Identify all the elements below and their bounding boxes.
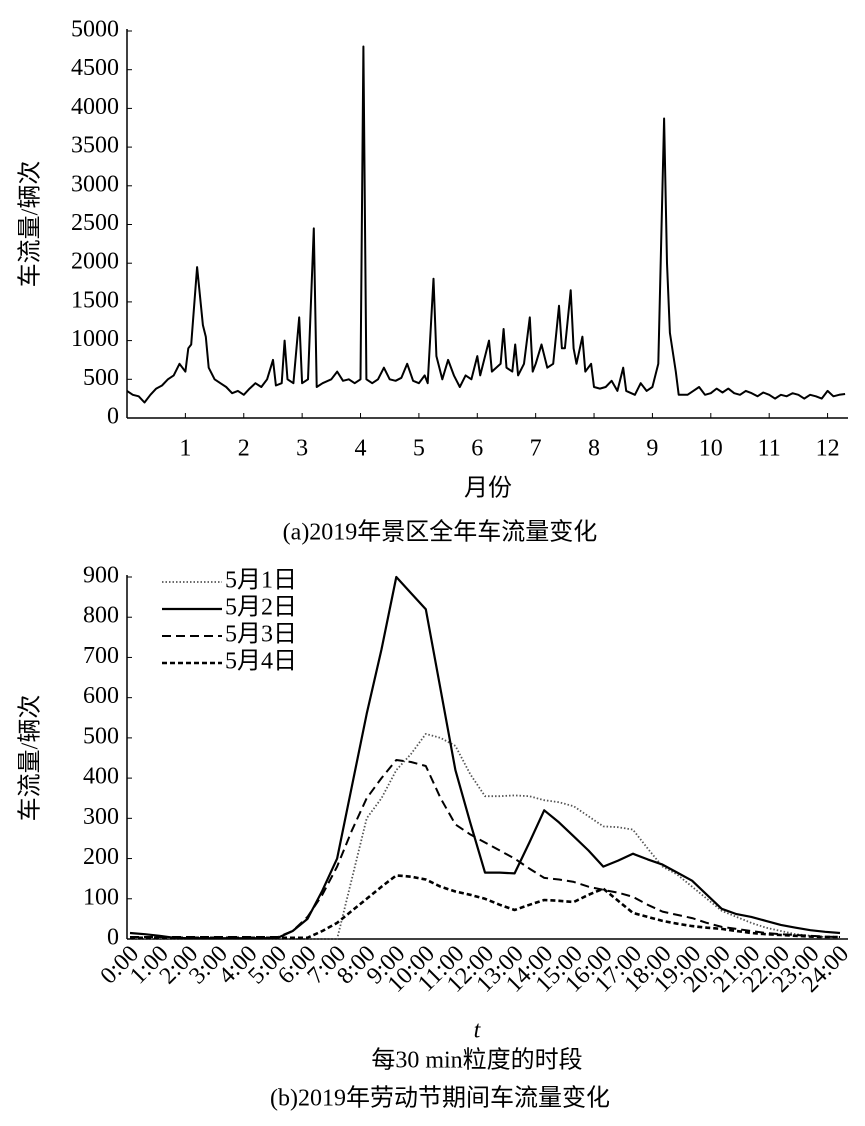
- line: [130, 874, 840, 940]
- y-tick-label: 800: [83, 603, 119, 629]
- legend-label: 5月4日: [225, 649, 297, 675]
- y-tick-label: 600: [83, 683, 119, 709]
- y-tick-label: 0: [107, 925, 119, 951]
- line: [126, 45, 846, 404]
- x-tick-label: 9: [646, 436, 658, 462]
- y-tick-label: 100: [83, 884, 119, 910]
- y-tick-label: 3500: [71, 133, 119, 159]
- legend-label: 5月2日: [225, 595, 297, 621]
- x-tick-label: 5: [413, 436, 425, 462]
- line: [130, 733, 840, 940]
- x-tick-label: 7: [530, 436, 542, 462]
- y-tick-label: 5000: [71, 17, 119, 43]
- x-tick-label: 3: [296, 436, 308, 462]
- y-tick-label: 4000: [71, 94, 119, 120]
- y-tick-label: 1500: [71, 287, 119, 313]
- x-tick-label: 10: [699, 436, 723, 462]
- x-tick-label: 2: [238, 436, 250, 462]
- line: [129, 575, 841, 940]
- x-axis-label: t: [474, 1018, 482, 1044]
- legend-label: 5月3日: [225, 622, 297, 648]
- x-axis-note: 每30 min粒度的时段: [371, 1047, 582, 1074]
- y-axis-label: 车流量/辆次: [17, 695, 44, 822]
- y-tick-label: 0: [107, 404, 119, 430]
- x-axis-label: 月份: [464, 475, 512, 502]
- y-tick-label: 2000: [71, 249, 119, 275]
- y-tick-label: 500: [83, 365, 119, 391]
- y-tick-label: 1000: [71, 326, 119, 352]
- x-tick-label: 6: [471, 436, 483, 462]
- caption: (a)2019年景区全年车流量变化: [283, 519, 598, 546]
- legend-label: 5月1日: [225, 568, 297, 594]
- line: [130, 759, 841, 938]
- x-tick-label: 4: [355, 436, 367, 462]
- y-tick-label: 2500: [71, 210, 119, 236]
- y-tick-label: 200: [83, 844, 119, 870]
- x-tick-label: 1: [179, 436, 191, 462]
- x-tick-label: 8: [588, 436, 600, 462]
- y-tick-label: 3000: [71, 171, 119, 197]
- x-tick-label: 12: [816, 436, 840, 462]
- y-tick-label: 4500: [71, 55, 119, 81]
- y-tick-label: 500: [83, 723, 119, 749]
- x-tick-label: 11: [758, 436, 781, 462]
- y-tick-label: 400: [83, 764, 119, 790]
- caption: (b)2019年劳动节期间车流量变化: [270, 1085, 610, 1112]
- y-axis-label: 车流量/辆次: [17, 161, 44, 288]
- y-tick-label: 900: [83, 563, 119, 589]
- y-tick-label: 300: [83, 804, 119, 830]
- y-tick-label: 700: [83, 643, 119, 669]
